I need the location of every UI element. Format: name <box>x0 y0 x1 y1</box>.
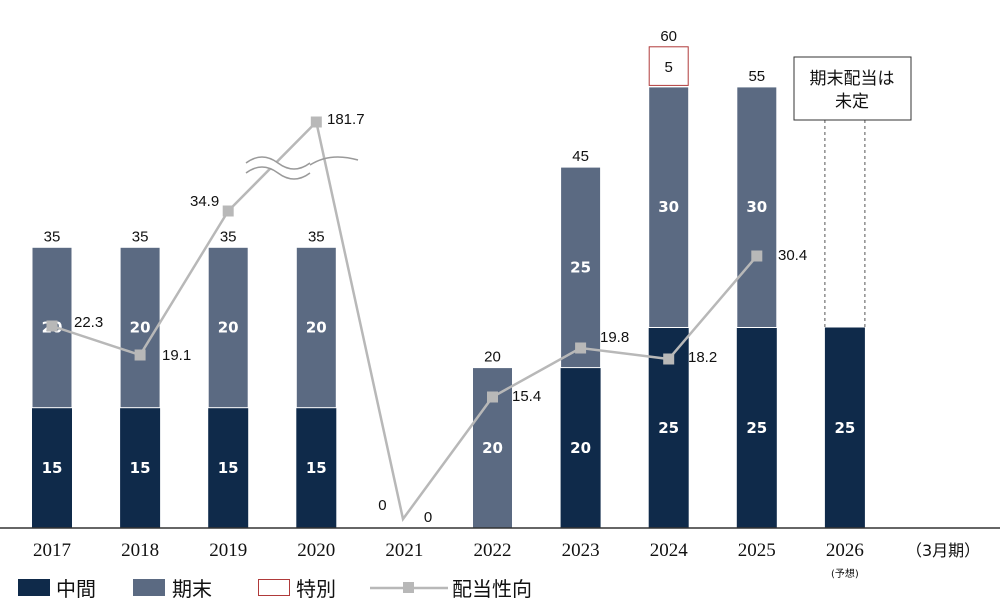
bar-interim-label: 15 <box>306 459 327 477</box>
bar-year-end-label: 20 <box>218 319 239 337</box>
bar-interim-label: 25 <box>746 419 767 437</box>
bar-year-end-label: 25 <box>570 258 591 276</box>
legend-label-ratio: 配当性向 <box>452 577 532 601</box>
payout-ratio-point <box>310 116 322 128</box>
bar-year-end-label: 20 <box>130 319 151 337</box>
x-tick-label: 2021 <box>385 540 423 561</box>
x-tick-label: 2023 <box>562 540 600 561</box>
payout-ratio-line <box>51 119 758 522</box>
annotation-frame <box>793 56 912 121</box>
axis-break-line-tail <box>309 156 359 166</box>
x-tick-label: 2024 <box>650 540 689 561</box>
bar-interim-label: 15 <box>130 459 151 477</box>
axis-break-line-bottom <box>245 166 311 180</box>
bar-total-label: 0 <box>378 497 386 514</box>
x-tick-label: 2025 <box>738 540 776 561</box>
payout-ratio-label: 34.9 <box>190 193 219 210</box>
bar-year-end <box>119 246 161 409</box>
bar-total-label: 35 <box>308 228 325 245</box>
bar-interim <box>296 407 337 528</box>
bar-interim <box>208 407 249 528</box>
bar-interim-label: 25 <box>658 419 679 437</box>
payout-ratio-label: 30.4 <box>778 247 807 264</box>
payout-ratio-line-group: 22.3 19.1 34.9 181.7 0 15.4 19.8 18.2 30.4 <box>46 111 807 526</box>
payout-ratio-point <box>751 250 763 262</box>
bar-year-end <box>648 86 690 329</box>
payout-ratio-label: 22.3 <box>74 314 103 331</box>
bar-total-label: 55 <box>748 68 765 85</box>
axis-break-line-top <box>245 156 311 170</box>
payout-ratio-point <box>134 349 146 361</box>
legend-swatch-year-end <box>133 579 165 596</box>
payout-ratio-point <box>487 391 498 403</box>
x-tick-note: (予想) <box>831 567 859 580</box>
bar-year-end-label: 30 <box>658 198 679 216</box>
legend-label-interim: 中間 <box>56 577 96 601</box>
bar-year-end <box>560 166 602 369</box>
bar-interim <box>32 407 72 528</box>
payout-ratio-label: 0 <box>424 509 432 526</box>
axis-break-mask <box>243 157 313 179</box>
x-tick-label: 2022 <box>474 540 512 561</box>
bar-total-label: 60 <box>660 28 677 45</box>
bar-year-end <box>736 86 778 329</box>
payout-ratio-point <box>575 342 587 354</box>
payout-ratio-label: 181.7 <box>327 111 365 128</box>
annotation-line-2: 未定 <box>835 92 869 112</box>
legend-swatch-special <box>258 579 290 596</box>
bar-total-label: 35 <box>220 228 237 245</box>
bar-total-label: 35 <box>44 228 61 245</box>
legend-label-special: 特別 <box>296 577 336 601</box>
legend: 中間 期末 特別 配当性向 <box>18 577 532 601</box>
payout-ratio-point <box>663 353 675 365</box>
legend-label-year-end: 期末 <box>172 577 212 601</box>
x-tick-label: 2018 <box>121 540 159 561</box>
payout-ratio-label: 18.2 <box>688 349 717 366</box>
bar-year-end-label: 30 <box>746 198 767 216</box>
x-tick-label: 2017 <box>33 540 71 561</box>
bar-interim-label: 25 <box>834 419 855 437</box>
bar-special <box>648 46 689 86</box>
x-tick-label: 2019 <box>209 540 247 561</box>
bar-year-end <box>207 246 249 409</box>
payout-ratio-label: 19.8 <box>600 329 629 346</box>
x-tick-label: 2020 <box>297 540 335 561</box>
bar-interim <box>736 327 777 528</box>
bar-year-end-label: 20 <box>482 439 503 457</box>
annotation-line-1: 期末配当は <box>810 69 895 89</box>
bar-year-end <box>295 246 337 409</box>
legend-swatch-interim <box>18 579 50 596</box>
bar-interim <box>824 327 865 528</box>
bar-year-end-label: 20 <box>306 319 327 337</box>
bar-total-label: 45 <box>572 148 589 165</box>
x-tick-labels: 2017 2018 2019 2020 2021 2022 2023 2024 2025 2026… <box>33 540 864 580</box>
bar-interim <box>560 367 601 528</box>
bar-interim <box>120 407 161 528</box>
bar-total-label: 20 <box>484 349 501 366</box>
payout-ratio-point <box>222 205 234 217</box>
payout-ratio-label: 19.1 <box>162 347 191 364</box>
payout-ratio-point <box>46 320 58 332</box>
bar-special-label: 5 <box>665 59 673 76</box>
legend-marker-ratio <box>403 582 414 593</box>
bar-labels-group: 1520351520351520351520350202020254525305… <box>42 28 856 514</box>
x-tick-label: 2026 <box>826 540 864 561</box>
bar-total-label: 35 <box>132 228 149 245</box>
x-unit-label: （3月期） <box>906 541 980 560</box>
bar-interim-label: 20 <box>570 439 591 457</box>
payout-ratio-label: 15.4 <box>512 388 541 405</box>
bar-interim-label: 15 <box>42 459 63 477</box>
bars-group <box>31 46 866 529</box>
bar-interim-label: 15 <box>218 459 239 477</box>
